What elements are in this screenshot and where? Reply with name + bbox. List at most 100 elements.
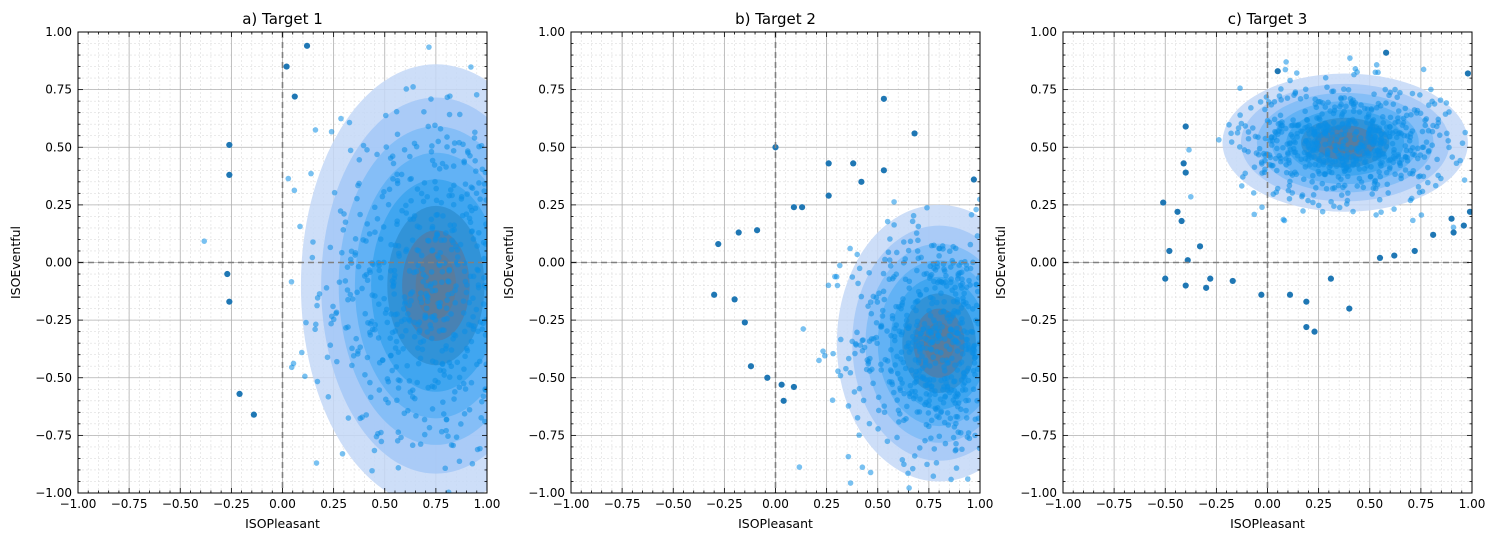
data-point [1417,92,1423,98]
data-point [1331,203,1337,209]
data-point [401,294,408,300]
data-point [1344,173,1351,180]
data-point [884,218,891,225]
data-point [915,255,922,262]
data-point [393,108,400,115]
outlier-point [1178,217,1185,225]
data-point [303,319,309,326]
data-point [1358,102,1364,108]
data-point [297,223,303,230]
x-tick-label: −0.75 [111,497,148,511]
chart-title: b) Target 2 [735,10,816,28]
data-point [1326,140,1332,147]
data-point [1323,185,1330,192]
data-point [1331,185,1338,191]
data-point [913,322,920,329]
x-axis-label: ISOPleasant [245,516,320,531]
data-point [1237,112,1243,118]
data-point [1278,97,1284,103]
data-point [1435,116,1442,123]
data-point [891,199,897,205]
data-point [309,254,316,261]
data-point [836,262,843,269]
data-point [340,227,347,233]
data-point [1261,150,1267,157]
data-point [387,335,394,341]
data-point [1345,123,1352,130]
outlier-point [825,160,832,167]
data-point [1445,137,1452,144]
data-point [882,256,888,263]
data-point [447,222,454,228]
data-point [1376,196,1383,203]
data-point [1274,185,1281,192]
data-point [1292,169,1298,176]
data-point [962,342,969,348]
data-point [936,414,942,421]
data-point [943,357,950,363]
x-tick-label: 1.00 [1459,497,1486,511]
data-point [1333,143,1340,149]
data-point [450,163,457,169]
data-point [362,371,368,378]
data-point [966,277,972,284]
data-point [943,380,949,386]
data-point [905,340,912,346]
data-point [967,241,974,248]
outlier-point [731,296,738,303]
data-point [1332,147,1339,154]
data-point [469,185,476,192]
data-point [406,302,413,308]
data-point [1419,144,1426,151]
data-point [892,337,898,344]
data-point [298,349,305,356]
data-point [429,335,435,342]
data-point [1351,71,1357,78]
data-point [423,274,429,280]
outlier-point [1383,49,1390,56]
data-point [948,476,954,483]
data-point [1402,153,1409,160]
x-tick-label: 0.50 [864,497,891,511]
data-point [1354,146,1361,152]
data-point [446,268,452,274]
data-point [434,253,441,259]
data-point [388,352,394,359]
data-point [1238,183,1245,189]
data-point [1348,154,1354,161]
x-tick-label: −0.75 [1096,497,1133,511]
data-point [936,320,943,327]
data-point [445,279,452,285]
outlier-point [226,141,233,149]
data-point [398,171,405,178]
data-point [919,353,925,359]
data-point [963,415,970,421]
data-point [1345,86,1352,93]
data-point [1338,192,1345,198]
data-point [1297,95,1304,102]
data-point [924,204,930,211]
data-point [427,283,434,290]
data-point [428,148,435,155]
data-point [451,331,457,338]
data-point [1228,139,1235,145]
data-point [1188,193,1194,200]
x-tick-label: −0.50 [162,497,199,511]
data-point [941,268,948,274]
data-point [1259,204,1265,211]
data-point [341,211,347,217]
data-point [367,379,373,386]
x-tick-label: 0.00 [1254,497,1281,511]
data-point [382,310,389,316]
data-point [1287,77,1293,84]
data-point [865,303,871,309]
data-point [473,91,480,98]
data-point [429,248,435,254]
data-point [395,465,402,471]
data-point [444,144,450,150]
data-point [959,387,966,393]
data-point [458,196,465,202]
data-point [409,237,416,243]
data-point [1395,115,1401,121]
data-point [453,434,460,440]
